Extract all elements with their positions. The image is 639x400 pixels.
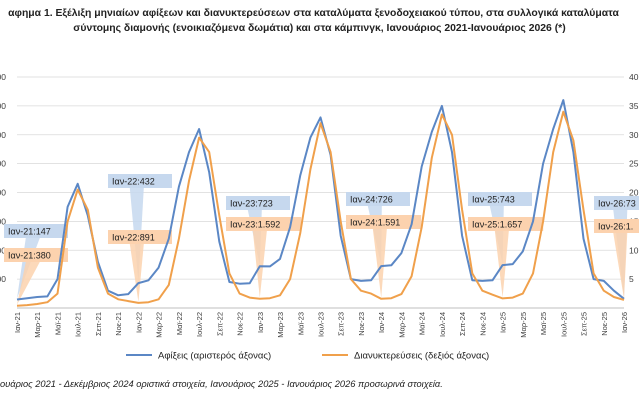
x-tick-label: Ιουλ-21: [74, 312, 83, 337]
legend-arrivals-label: Αφίξεις (αριστερός άξονας): [158, 351, 271, 362]
callout-pointer: [17, 262, 40, 305]
x-tick-label: Μαρ-25: [519, 312, 528, 338]
nights-series-line: [16, 110, 625, 307]
callout-pointer: [129, 244, 144, 302]
x-tick-label: Ιαν-26: [620, 312, 629, 333]
left-axis-tick-label: 000: [0, 216, 6, 226]
x-tick-label: Ιαν-23: [256, 312, 265, 333]
x-tick-label: Μαϊ-22: [175, 312, 184, 335]
left-axis-tick-label: 000: [0, 188, 6, 198]
data-label: Ιαν-21:147: [8, 227, 51, 237]
x-tick-label: Νοε-21: [114, 312, 123, 336]
chart-title: αφημα 1. Εξέλιξη μηνιαίων αφίξεων και δι…: [0, 6, 639, 36]
callout-pointer: [252, 231, 267, 298]
callout-pointer: [494, 231, 509, 298]
callout-pointer: [613, 233, 628, 299]
footnote: ουάριος 2021 - Δεκέμβριος 2024 οριστικά …: [0, 379, 443, 389]
callout-box: [468, 192, 532, 206]
data-label: Ιαν-23:723: [230, 199, 273, 209]
x-tick-label: Μαρ-21: [33, 312, 42, 338]
x-tick-label: Μαρ-24: [397, 312, 406, 338]
data-label: Ιαν-22:891: [112, 233, 155, 243]
right-axis-tick-label: 25: [629, 159, 639, 169]
callout-pointer: [372, 229, 387, 298]
x-tick-label: Μαρ-23: [276, 312, 285, 338]
x-tick-label: Ιουλ-22: [195, 312, 204, 337]
right-axis-tick-label: 20: [629, 188, 639, 198]
x-tick-label: Μαρ-22: [155, 312, 164, 338]
x-tick-label: Σεπ-25: [580, 312, 589, 336]
right-axis-tick-label: 30: [629, 130, 639, 140]
data-label: Ιαν-26:73: [598, 199, 636, 209]
x-tick-label: Νοε-24: [478, 312, 487, 336]
left-axis-tick-label: 000: [0, 72, 6, 82]
chart-title-line1: αφημα 1. Εξέλιξη μηνιαίων αφίξεων και δι…: [8, 8, 619, 19]
x-tick-label: Μαϊ-21: [53, 312, 62, 335]
callout-box: [594, 196, 639, 210]
callout-box: [108, 230, 172, 244]
callout-box: [594, 219, 639, 233]
data-label: Ιαν-21:380: [8, 251, 51, 261]
x-tick-label: Σεπ-22: [215, 312, 224, 336]
x-tick-label: Ιαν-21: [13, 312, 22, 333]
callout-box: [226, 196, 290, 210]
right-axis-tick-label: 10: [629, 245, 639, 255]
x-tick-label: Σεπ-23: [337, 312, 346, 336]
x-tick-label: Μαϊ-23: [296, 312, 305, 335]
x-tick-label: Μαϊ-24: [418, 312, 427, 335]
x-tick-label: Ιουλ-24: [438, 312, 447, 337]
data-label: Ιαν-22:432: [112, 177, 155, 187]
x-tick-label: Σεπ-21: [94, 312, 103, 336]
data-label: Ιαν-23:1.592: [230, 220, 280, 230]
x-tick-label: Ιαν-25: [499, 312, 508, 333]
right-axis-tick-label: 35: [629, 101, 639, 111]
left-axis-tick-label: 000: [0, 245, 6, 255]
x-tick-label: Σεπ-24: [458, 312, 467, 336]
callout-box: [346, 215, 422, 229]
data-label: Ιαν-24:726: [350, 195, 393, 205]
data-label: Ιαν-24:1.591: [350, 218, 400, 228]
x-tick-label: Μαϊ-25: [539, 312, 548, 335]
arrivals-series-line: [16, 99, 625, 301]
x-tick-label: Ιουλ-23: [317, 312, 326, 337]
x-tick-label: Νοε-23: [357, 312, 366, 336]
callout-box: [346, 192, 410, 206]
x-tick-label: Ιαν-24: [377, 312, 386, 333]
callout-box: [468, 217, 544, 231]
data-label: Ιαν-26:1.: [598, 222, 633, 232]
x-tick-label: Νοε-22: [236, 312, 245, 336]
left-axis-tick-label: 000: [0, 130, 6, 140]
x-tick-label: Ιουλ-25: [559, 312, 568, 337]
left-axis-tick-label: 000: [0, 274, 6, 284]
left-axis-tick-label: 000: [0, 159, 6, 169]
legend-nights-label: Διανυκτερεύσεις (δεξιός άξονας): [354, 351, 489, 362]
x-tick-label: Ιαν-22: [134, 312, 143, 333]
data-label: Ιαν-25:1.657: [472, 220, 522, 230]
callout-box: [4, 224, 68, 238]
callout-box: [4, 248, 68, 262]
chart-title-line2: σύντομης διαμονής (ενοικιαζόμενα δωμάτια…: [73, 23, 566, 34]
callout-box: [226, 217, 302, 231]
right-axis-tick-label: 5: [629, 274, 634, 284]
data-label: Ιαν-25:743: [472, 195, 515, 205]
callout-box: [108, 174, 172, 188]
x-tick-label: Νοε-25: [600, 312, 609, 336]
left-axis-tick-label: 000: [0, 101, 6, 111]
right-axis-tick-label: 40: [629, 72, 639, 82]
